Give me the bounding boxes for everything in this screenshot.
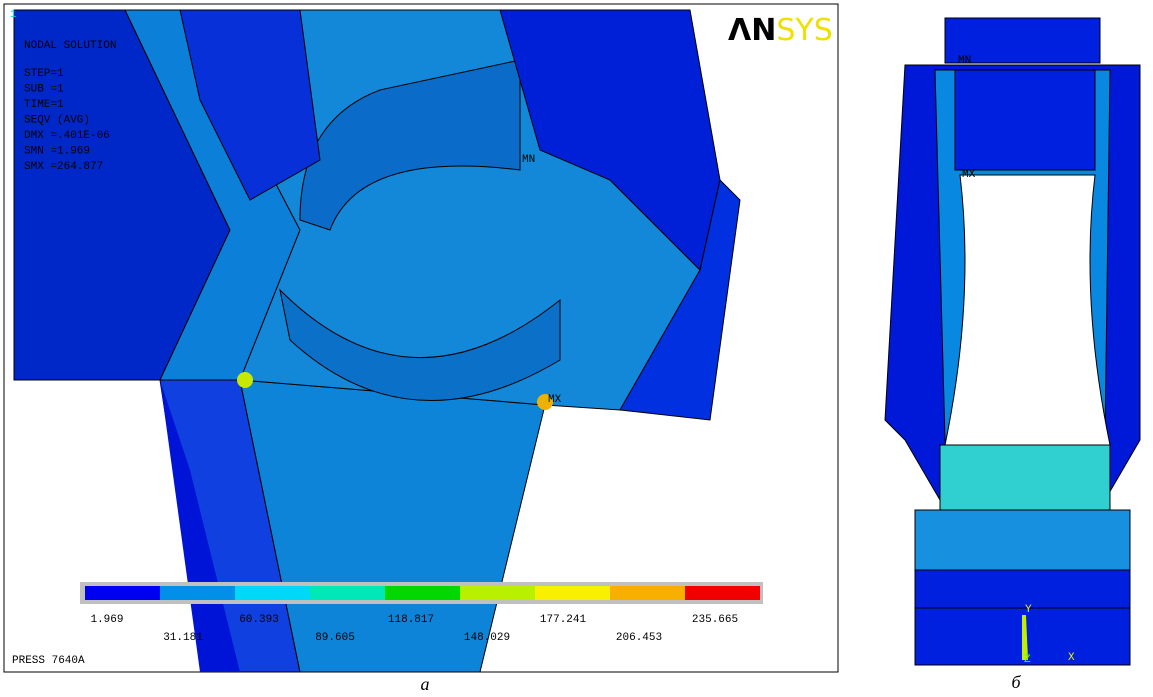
caption: а [421, 674, 430, 694]
legend-swatch [535, 586, 610, 600]
info-line: STEP=1 [24, 68, 64, 80]
legend-label: 148.029 [464, 632, 510, 644]
shape [955, 70, 1095, 170]
info-line: SMX =264.877 [24, 161, 103, 173]
legend-swatch [85, 586, 160, 600]
info-line: TIME=1 [24, 99, 64, 111]
legend-label: 118.817 [388, 614, 434, 626]
legend-swatch [460, 586, 535, 600]
legend-label: 60.393 [239, 614, 279, 626]
axis-label: X [1068, 652, 1075, 664]
info-line: SMN =1.969 [24, 146, 90, 158]
info-line: DMX =.401E-06 [24, 130, 110, 142]
window-number: 1 [10, 9, 17, 21]
figure: 1 NODAL SOLUTION STEP=1 SUB =1 TIME=1 SEQV (… [0, 0, 1153, 697]
axis-label: Y [1025, 604, 1032, 616]
panel-b-model [885, 18, 1140, 665]
legend-swatch [385, 586, 460, 600]
min-marker: MN [958, 55, 971, 67]
legend-swatch [235, 586, 310, 600]
info-line: SUB =1 [24, 84, 64, 96]
legend-swatch [310, 586, 385, 600]
brand-dark: ΛN [728, 13, 776, 48]
legend-label: 206.453 [616, 632, 662, 644]
legend-swatch [610, 586, 685, 600]
status-text: PRESS 7640A [12, 655, 85, 667]
legend-label: 89.605 [315, 632, 355, 644]
shape [915, 510, 1130, 570]
legend-label: 177.241 [540, 614, 587, 626]
opening [945, 175, 1110, 445]
brand-light: SYS [776, 13, 832, 48]
info-line: SEQV (AVG) [24, 115, 90, 127]
info-line: NODAL SOLUTION [24, 40, 116, 52]
shape [940, 445, 1110, 510]
legend-swatch [685, 586, 760, 600]
legend-label: 1.969 [90, 614, 123, 626]
max-marker: MX [962, 169, 976, 181]
legend-label: 31.181 [163, 632, 203, 644]
legend-label: 235.665 [692, 614, 738, 626]
min-marker: MN [522, 154, 535, 166]
caption: б [1011, 672, 1021, 692]
hot-spot [237, 372, 253, 388]
max-marker: MX [548, 394, 562, 406]
brand: ΛNSYS [728, 13, 833, 48]
page: 1 NODAL SOLUTION STEP=1 SUB =1 TIME=1 SEQV (… [0, 0, 1153, 697]
axis-label: Z [1024, 654, 1031, 666]
legend-swatch [160, 586, 235, 600]
